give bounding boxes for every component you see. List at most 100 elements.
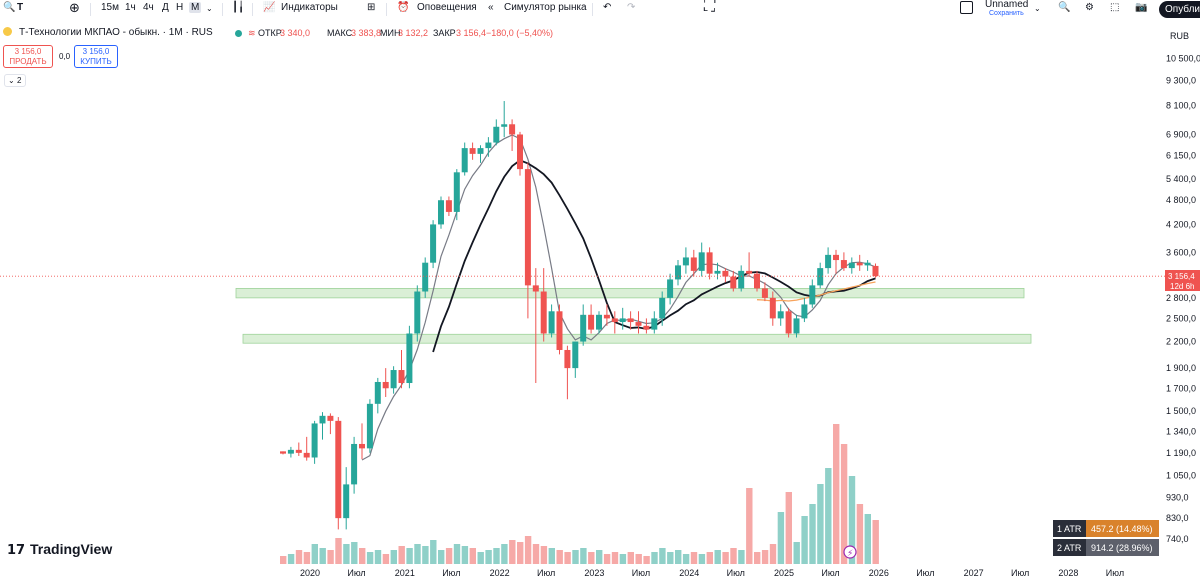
candle-type-icon[interactable]: ┃╽ (232, 2, 245, 13)
candle (509, 119, 516, 151)
fullscreen-icon[interactable]: ⛶ (704, 0, 716, 15)
symbol-title[interactable]: Т-Технологии МКПАО - обыкн. · 1М · RUS (19, 27, 213, 38)
volume-bar (825, 468, 832, 564)
sell-label: ПРОДАТЬ (9, 57, 47, 66)
x-tick-label: Июл (1106, 568, 1124, 578)
y-tick-label: 4 200,0 (1166, 219, 1196, 229)
candle (517, 131, 523, 176)
chevron-down-icon: ⌄ (8, 76, 15, 85)
interval-day[interactable]: Д (162, 2, 169, 13)
candle (864, 260, 871, 271)
indicators-icon[interactable]: 📈 (263, 2, 276, 13)
fullscreen-toggle-icon[interactable]: ⬚ (1110, 2, 1120, 13)
candle (619, 307, 626, 330)
add-symbol-icon[interactable]: ⊕ (69, 0, 80, 15)
candle (572, 341, 579, 378)
volume-bar (327, 550, 334, 564)
top-toolbar: 🔍 Т ⊕ 15м 1ч 4ч Д Н М ⌄ ┃╽ 📈 Индикаторы … (0, 0, 1200, 20)
candle (532, 268, 539, 384)
volume-bar (438, 550, 445, 564)
candle (351, 436, 358, 494)
events-icon[interactable]: ⚡ (843, 545, 857, 559)
interval-4h[interactable]: 4ч (143, 2, 154, 13)
volume-bar (588, 552, 595, 564)
candle (548, 304, 555, 338)
low-value: 3 132,2 (398, 28, 429, 38)
flag-icon[interactable]: ≋ (248, 28, 256, 38)
collapse-indicators-button[interactable]: ⌄ 2 (4, 74, 26, 87)
buy-label: КУПИТЬ (80, 57, 112, 66)
buy-button[interactable]: 3 156,0 КУПИТЬ (74, 45, 118, 68)
candle (643, 318, 650, 334)
layouts-icon[interactable]: ⊞ (367, 2, 376, 13)
layout-save-status[interactable]: Сохранить (989, 10, 1024, 17)
undo-icon[interactable]: ↶ (603, 2, 612, 13)
alerts-button[interactable]: Оповещения (417, 2, 477, 13)
y-tick-label: 10 500,0 (1166, 53, 1200, 63)
volume-bar (801, 516, 808, 564)
candle (335, 417, 342, 530)
layout-menu-chevron-icon[interactable]: ⌄ (1034, 4, 1041, 13)
candle (730, 270, 737, 292)
quick-search-icon[interactable]: 🔍 (1058, 2, 1071, 13)
volume-bar (809, 504, 816, 564)
price-axis[interactable]: RUB 10 500,0 9 300,0 8 100,0 6 900,0 6 150,0… (1166, 31, 1200, 544)
chevron-down-icon[interactable]: ⌄ (206, 4, 213, 13)
settings-icon[interactable]: ⚙ (1085, 2, 1094, 13)
replay-icon[interactable]: « (488, 2, 494, 13)
y-tick-label: 1 700,0 (1166, 383, 1196, 393)
interval-15m[interactable]: 15м (101, 2, 119, 13)
layout-icon[interactable] (960, 1, 973, 14)
volume-bar (738, 550, 745, 564)
candle (651, 311, 658, 334)
low-label: МИН (380, 28, 401, 38)
candle (856, 254, 863, 271)
redo-icon[interactable]: ↷ (627, 2, 636, 13)
volume-bars (280, 424, 879, 564)
support-zone (242, 333, 1032, 344)
y-tick-label: 2 800,0 (1166, 293, 1196, 303)
layout-name[interactable]: Unnamed (985, 0, 1029, 10)
symbol-name[interactable]: Т (17, 2, 24, 13)
x-tick-label: Июл (347, 568, 365, 578)
candle (414, 285, 421, 342)
tradingview-wordmark: TradingView (30, 541, 113, 557)
candle (343, 467, 350, 530)
alert-icon[interactable]: ⏰ (397, 2, 410, 13)
atr-2-label: 2 ATR (1053, 539, 1086, 556)
support-zone (235, 288, 1025, 299)
interval-1h[interactable]: 1ч (125, 2, 136, 13)
volume-bar (532, 544, 540, 564)
candle (840, 252, 847, 271)
candle (722, 268, 729, 283)
volume-bar (856, 504, 864, 564)
interval-week[interactable]: Н (176, 2, 184, 13)
x-tick-label: 2023 (584, 568, 604, 578)
publish-button[interactable]: Опублик (1159, 1, 1200, 18)
volume-bar (714, 550, 721, 564)
candle (564, 345, 571, 400)
candle (556, 304, 563, 355)
hidden-indicators-count: 2 (16, 76, 22, 85)
last-price-badge: 3 156,4 12d 6h (1165, 270, 1200, 291)
x-tick-label: Июл (537, 568, 555, 578)
indicators-button[interactable]: Индикаторы (281, 2, 338, 13)
search-icon[interactable]: 🔍 (3, 2, 16, 13)
volume-bar (619, 554, 627, 564)
camera-icon[interactable]: 📷 (1135, 2, 1148, 13)
y-tick-label: 5 400,0 (1166, 174, 1196, 184)
volume-bar (351, 542, 358, 564)
x-tick-label: 2022 (490, 568, 510, 578)
y-tick-label: 1 900,0 (1166, 363, 1196, 373)
sell-button[interactable]: 3 156,0 ПРОДАТЬ (3, 45, 53, 68)
candle (485, 137, 492, 157)
volume-bar (540, 546, 548, 564)
interval-month[interactable]: М (189, 2, 202, 13)
atr-row-2: 2 ATR 914.2 (28.96%) (1053, 539, 1159, 556)
candle (461, 142, 468, 176)
time-axis[interactable]: 2020 Июл 2021 Июл 2022 Июл 2023 Июл 2024 Июл 2025 И… (300, 568, 1124, 578)
x-tick-label: 2021 (395, 568, 415, 578)
replay-button[interactable]: Симулятор рынка (504, 2, 587, 13)
market-status-icon (235, 30, 242, 37)
